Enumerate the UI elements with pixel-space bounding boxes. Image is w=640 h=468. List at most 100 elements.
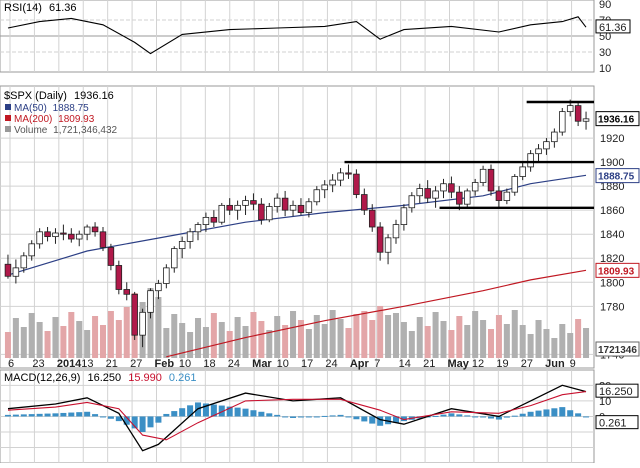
legend-volume-swatch xyxy=(5,126,11,132)
candle-body xyxy=(60,232,67,235)
volume-bar xyxy=(12,318,19,358)
date-tick-label: 6 xyxy=(8,358,14,370)
volume-bar xyxy=(76,321,83,358)
volume-bar xyxy=(305,329,312,358)
macd-histogram-bar xyxy=(337,414,344,417)
volume-bar xyxy=(321,324,328,358)
volume-bar xyxy=(226,331,233,358)
volume-bar xyxy=(392,313,399,358)
ma50-price-tag: 1888.75 xyxy=(595,168,640,184)
last-price-tag-text: 1936.16 xyxy=(598,115,635,126)
ma200-price-tag-box xyxy=(595,262,640,278)
candle-body xyxy=(408,195,416,209)
ma50-price-tag-box xyxy=(595,168,640,184)
macd-histogram-bar xyxy=(464,415,471,417)
volume-bar xyxy=(4,332,11,358)
volume-bar xyxy=(559,324,566,358)
candle-body xyxy=(464,190,471,205)
volume-bar xyxy=(282,325,289,358)
ma200-price-tag-text: 1809.93 xyxy=(598,266,635,277)
macd-histogram-bar xyxy=(456,414,463,417)
macd-histogram-bar xyxy=(361,416,368,422)
volume-bar xyxy=(210,313,217,358)
volume-bar xyxy=(258,321,265,358)
candle-body xyxy=(400,207,408,225)
volume-bar xyxy=(274,316,281,358)
macd-histogram-bar xyxy=(131,416,138,429)
legend-volume-name: Volume xyxy=(14,125,48,136)
price-tick-label: 1920 xyxy=(600,133,624,145)
candle-body xyxy=(456,191,463,205)
date-tick-label: 18 xyxy=(203,358,215,370)
candle-body xyxy=(186,231,194,242)
macd-histogram-bar xyxy=(329,415,336,417)
macd-tick-label: 0.261 xyxy=(599,418,627,430)
candle-body xyxy=(432,190,439,199)
volume-bar xyxy=(337,319,344,358)
price-legend: $SPX (Daily) 1936.16 MA(50) 1888.75 MA(2… xyxy=(4,90,118,136)
legend-volume: Volume 1,721,346,432 xyxy=(14,125,118,136)
volume-bar xyxy=(472,311,479,358)
date-tick-label: Mar xyxy=(252,358,272,370)
volume-bar xyxy=(107,311,114,358)
candle-body xyxy=(519,166,526,177)
macd-histogram-bar xyxy=(440,414,447,417)
volume-bar xyxy=(44,331,51,358)
macd-histogram-bar xyxy=(68,412,75,417)
signal-line xyxy=(7,391,587,441)
volume-bar xyxy=(408,331,415,358)
macd-histogram-bar xyxy=(242,408,249,417)
macd-histogram-bar xyxy=(519,413,526,417)
volume-bars xyxy=(4,288,590,358)
candle-body xyxy=(582,118,590,122)
candle-body xyxy=(527,153,534,168)
volume-bar xyxy=(187,332,194,358)
date-tick-label: 10 xyxy=(179,358,191,370)
volume-bar xyxy=(36,322,43,358)
candle-body xyxy=(250,200,257,205)
macd-value: 16.250 xyxy=(87,372,121,384)
candle-body xyxy=(75,233,83,240)
rsi-line xyxy=(7,16,587,55)
legend-ma200-value: 1809.93 xyxy=(58,114,95,125)
macd-histogram-bar xyxy=(250,410,257,417)
volume-bar xyxy=(464,325,471,358)
date-tick-label: 2014 xyxy=(57,358,82,370)
candle-body xyxy=(345,172,352,175)
volume-bar xyxy=(266,330,273,358)
last-price-tag-box xyxy=(595,111,640,127)
candle-body xyxy=(479,168,487,183)
macd-tick-label: 16.250 xyxy=(599,386,633,398)
macd-histogram-bar xyxy=(28,414,35,417)
volume-bar xyxy=(28,313,35,358)
macd-histogram-bar xyxy=(305,416,312,418)
candle-body xyxy=(495,190,503,201)
candle-body xyxy=(234,204,241,211)
macd-histogram-bar xyxy=(36,413,43,417)
volume-bar xyxy=(511,310,518,358)
candle-body xyxy=(20,255,28,269)
rsi-indicator-name: RSI(14) xyxy=(4,2,42,14)
rsi-value-box xyxy=(595,19,631,34)
rsi-indicator-value: 61.36 xyxy=(49,2,77,14)
candle-body xyxy=(384,237,392,253)
volume-bar xyxy=(163,328,170,358)
volume-bar xyxy=(353,314,360,358)
candle-body xyxy=(543,141,550,150)
volume-bar xyxy=(313,315,320,358)
candle-body xyxy=(471,182,479,192)
volume-bar xyxy=(583,328,590,358)
date-tick-label: 7 xyxy=(374,358,380,370)
macd-histogram-bar xyxy=(76,412,83,417)
legend-ma50-swatch xyxy=(5,104,11,110)
candle-body xyxy=(392,224,400,239)
macd-histogram-bar xyxy=(527,411,534,417)
volume-bar xyxy=(195,318,202,358)
candle-body xyxy=(321,184,328,191)
price-tick-label: 1780 xyxy=(600,301,624,313)
candle-body xyxy=(194,224,202,233)
volume-bar xyxy=(488,329,495,358)
date-tick-label: 13 xyxy=(81,358,93,370)
rsi-tick-label: 30 xyxy=(599,47,611,59)
volume-bar xyxy=(535,320,542,358)
